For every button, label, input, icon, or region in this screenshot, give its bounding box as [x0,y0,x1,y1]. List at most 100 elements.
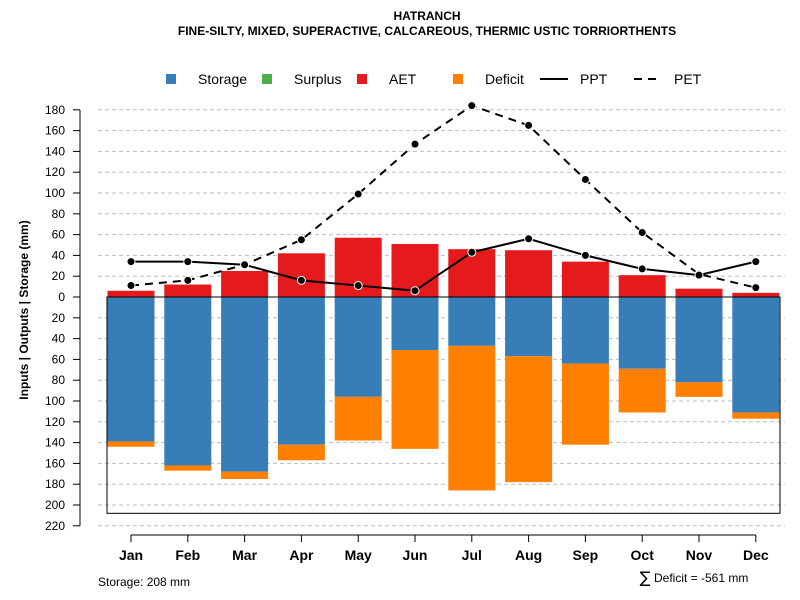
ppt-line-point [183,257,193,267]
y-tick-label: 160 [45,456,65,470]
gridlines [98,109,785,527]
storage-bar [505,297,553,357]
deficit-bar [675,382,723,397]
storage-bar [334,297,382,397]
pet-line-point [524,120,534,130]
y-tick-label: 140 [45,436,65,450]
legend-item-pet: PET [634,71,702,87]
legend-label: PET [674,71,702,87]
y-axis: 1801601401201008060402002040608010012014… [45,103,81,533]
legend-label: Surplus [294,71,341,87]
deficit-bar [448,345,496,491]
storage-bar [277,297,325,445]
deficit-bar [334,396,382,441]
legend-item-ppt: PPT [540,71,608,87]
storage-bar [732,297,780,413]
chart-legend: Storage Surplus AET Deficit PPT PET [166,71,702,87]
x-tick-label-may: May [345,547,372,563]
pet-line-point [580,174,590,184]
deficit-bar [618,368,666,413]
chart-title: HATRANCH [393,9,460,23]
ppt-line-point [353,281,363,291]
y-tick-label: 160 [45,124,65,138]
deficit-bar [505,356,553,483]
legend-swatch [166,74,176,84]
x-tick-label-sep: Sep [573,547,599,563]
y-tick-label: 40 [52,248,66,262]
pet-line [130,104,757,289]
y-tick-label: 60 [52,228,66,242]
storage-bar [561,297,609,364]
pet-line-point [637,228,647,238]
legend-item-aet: AET [357,71,417,87]
legend-swatch [453,74,463,84]
deficit-bar [561,363,609,445]
pet-line-point [751,283,761,293]
y-tick-label: 100 [45,186,65,200]
ppt-line [131,237,757,292]
pet-line-point [353,189,363,199]
x-tick-label-nov: Nov [686,547,713,563]
ppt-line-point [751,257,761,267]
pet-line-point [126,281,136,291]
y-tick-label: 40 [52,332,66,346]
aet-bar [675,288,723,297]
x-tick-label-oct: Oct [631,547,655,563]
ppt-line-point [410,286,420,296]
storage-note: Storage: 208 mm [98,575,190,589]
pet-line-point [467,101,477,111]
deficit-bar [221,471,269,479]
y-tick-label: 100 [45,394,65,408]
storage-bar [448,297,496,346]
aet-bar [505,250,553,297]
x-tick-label-feb: Feb [175,547,200,563]
x-tick-label-aug: Aug [515,547,542,563]
aet-bar [618,275,666,297]
storage-bar [107,297,155,442]
deficit-bar [277,444,325,461]
y-tick-label: 140 [45,144,65,158]
deficit-bar [391,350,439,449]
ppt-line-point [637,264,647,274]
storage-bar [391,297,439,351]
pet-line-point [296,235,306,245]
x-tick-label-apr: Apr [289,547,314,563]
x-tick-label-dec: Dec [743,547,769,563]
ppt-line-point [240,260,250,270]
storage-bar [618,297,666,369]
y-tick-label: 80 [52,373,66,387]
ppt-line-point [126,257,136,267]
y-tick-label: 120 [45,165,65,179]
y-tick-label: 20 [52,311,66,325]
storage-capacity-box [106,296,781,514]
y-tick-label: 180 [45,477,65,491]
storage-bar [221,297,269,472]
legend-swatch [357,74,367,84]
x-tick-label-mar: Mar [232,547,257,563]
aet-bar [107,290,155,297]
sum-symbol: ∑ [640,568,651,587]
x-tick-label-jun: Jun [403,547,428,563]
ppt-line-point [580,250,590,260]
ppt-line-point [694,270,704,280]
deficit-note: Deficit = -561 mm [654,571,748,585]
y-tick-label: 60 [52,352,66,366]
y-tick-label: 180 [45,103,65,117]
ppt-line-point [524,234,534,244]
y-axis-title: Inputs | Outputs | Storage (mm) [17,220,31,399]
x-tick-label-jul: Jul [462,547,482,563]
x-tick-label-jan: Jan [119,547,143,563]
deficit-bar [107,441,155,447]
lines [126,101,761,296]
chart-subtitle: FINE-SILTY, MIXED, SUPERACTIVE, CALCAREO… [178,24,676,38]
legend-label: Storage [198,71,247,87]
legend-label: AET [389,71,417,87]
aet-bar [164,284,212,297]
aet-bar [221,271,269,297]
y-tick-label: 200 [45,498,65,512]
pet-line-point [410,139,420,149]
bars [107,237,780,491]
legend-item-storage: Storage [166,71,247,87]
storage-bar [675,297,723,383]
